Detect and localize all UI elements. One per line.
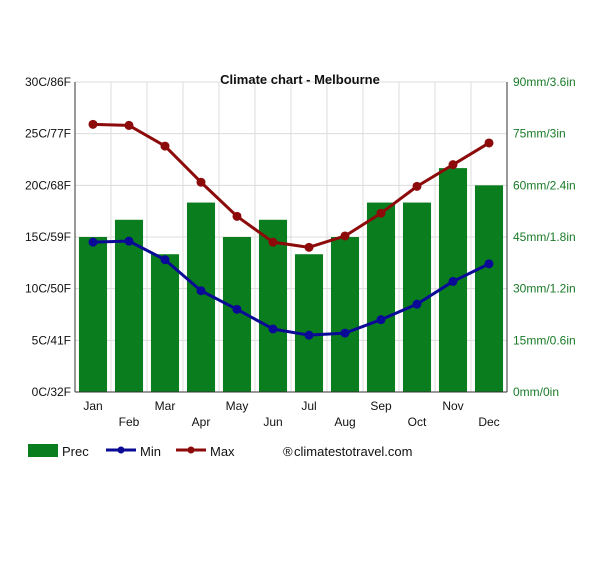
right-tick-label: 0mm/0in <box>513 385 559 399</box>
precip-bar <box>78 237 108 392</box>
max-temp-point <box>376 208 386 218</box>
x-tick-label: Aug <box>334 415 355 429</box>
left-tick-label: 10C/50F <box>25 282 71 296</box>
precipitation-bars <box>78 168 504 392</box>
right-tick-label: 45mm/1.8in <box>513 230 576 244</box>
x-tick-label: Oct <box>408 415 427 429</box>
right-tick-label: 75mm/3in <box>513 127 566 141</box>
min-temp-point <box>340 328 350 338</box>
max-temp-point <box>448 160 458 170</box>
max-temp-line <box>92 122 490 249</box>
precip-bar <box>294 254 324 392</box>
left-tick-label: 20C/68F <box>25 178 71 192</box>
left-tick-label: 25C/77F <box>25 127 71 141</box>
min-temp-point <box>268 324 278 334</box>
min-temp-point <box>448 276 458 286</box>
x-axis-tick-labels: Jan Feb Mar Apr May Jun Jul Aug Sep Oct Nov Dec <box>83 399 499 429</box>
x-tick-label: Jul <box>301 399 316 413</box>
min-temp-point <box>304 330 314 340</box>
left-tick-label: 5C/41F <box>32 333 71 347</box>
temperature-lines <box>88 119 494 340</box>
credit-text: climatestotravel.com <box>294 444 412 459</box>
legend-min-label: Min <box>140 444 161 459</box>
right-tick-label: 90mm/3.6in <box>513 75 576 89</box>
credit-symbol: ® <box>283 444 293 459</box>
chart-title: Climate chart - Melbourne <box>220 72 380 87</box>
x-tick-label: Dec <box>478 415 499 429</box>
max-temp-point <box>412 181 422 191</box>
legend-prec-swatch <box>28 444 58 457</box>
min-temp-line <box>92 239 490 337</box>
max-temp-point <box>304 242 314 252</box>
precip-bar <box>366 202 396 392</box>
x-tick-label: Jun <box>263 415 282 429</box>
x-tick-label: Apr <box>192 415 211 429</box>
legend-max-label: Max <box>210 444 235 459</box>
axes <box>74 82 508 393</box>
left-axis-tick-labels: 0C/32F 5C/41F 10C/50F 15C/59F 20C/68F 25C/77F… <box>25 75 71 399</box>
max-temp-point <box>196 177 206 187</box>
min-temp-point <box>412 299 422 309</box>
min-temp-point <box>196 286 206 296</box>
precip-bar <box>330 237 360 392</box>
right-tick-label: 60mm/2.4in <box>513 178 576 192</box>
min-temp-point <box>124 236 134 246</box>
legend-min-marker <box>117 446 125 454</box>
x-tick-label: May <box>226 399 249 413</box>
max-temp-point <box>160 141 170 151</box>
max-temp-point <box>232 211 242 221</box>
left-tick-label: 30C/86F <box>25 75 71 89</box>
precip-bar <box>474 185 504 392</box>
x-tick-label: Jan <box>83 399 102 413</box>
left-tick-label: 15C/59F <box>25 230 71 244</box>
right-axis-tick-labels: 0mm/0in 15mm/0.6in 30mm/1.2in 45mm/1.8in 60m… <box>513 75 576 399</box>
x-tick-label: Nov <box>442 399 463 413</box>
x-tick-label: Sep <box>370 399 392 413</box>
max-temp-point <box>268 237 278 247</box>
legend-max-marker <box>187 446 195 454</box>
min-temp-point <box>376 315 386 325</box>
right-tick-label: 30mm/1.2in <box>513 282 576 296</box>
legend: Prec Min Max ® climatestotravel.com <box>28 444 412 459</box>
legend-prec-label: Prec <box>62 444 89 459</box>
precip-bar <box>150 254 180 392</box>
x-tick-label: Feb <box>119 415 140 429</box>
max-temp-point <box>88 119 98 129</box>
x-tick-label: Mar <box>155 399 176 413</box>
min-temp-point <box>160 255 170 265</box>
grid-lines <box>74 81 508 393</box>
max-temp-point <box>484 138 494 148</box>
max-temp-point <box>340 231 350 241</box>
right-tick-label: 15mm/0.6in <box>513 333 576 347</box>
min-temp-point <box>232 304 242 314</box>
precip-bar <box>258 219 288 392</box>
left-tick-label: 0C/32F <box>32 385 71 399</box>
min-temp-point <box>88 237 98 247</box>
max-temp-point <box>124 120 134 130</box>
precip-bar <box>114 219 144 392</box>
min-temp-point <box>484 259 494 269</box>
precip-bar <box>186 202 216 392</box>
